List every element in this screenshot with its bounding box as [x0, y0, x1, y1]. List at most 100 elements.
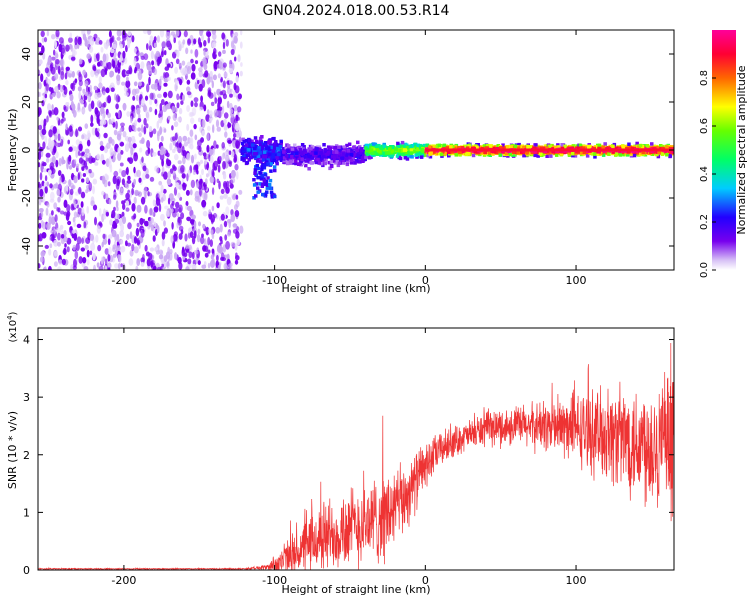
noise-dot	[234, 163, 239, 171]
spectrum-cell	[419, 155, 424, 159]
spectrum-cell	[564, 146, 568, 151]
spectrum-cell	[317, 145, 321, 149]
noise-dot	[236, 171, 239, 180]
noise-dot	[218, 180, 221, 190]
noise-dot	[77, 102, 81, 111]
noise-dot	[235, 194, 239, 200]
noise-dot	[65, 102, 70, 107]
colorbar-label: Normalized spectral amplitude	[735, 65, 748, 234]
spectrum-cell	[555, 153, 559, 157]
noise-dot	[85, 237, 91, 245]
spectrum-cell	[368, 143, 373, 147]
noise-dot	[167, 197, 171, 205]
spectrum-cell	[594, 152, 599, 156]
noise-dot	[219, 223, 223, 233]
noise-dot	[113, 194, 117, 200]
noise-dot	[136, 239, 141, 246]
snr-content	[38, 342, 674, 570]
spectrum-cell	[381, 146, 385, 150]
noise-dot	[201, 119, 206, 129]
spectrum-cell	[273, 194, 277, 199]
noise-dot	[81, 207, 85, 217]
noise-dot	[98, 221, 102, 227]
noise-dot	[116, 213, 120, 220]
spectrum-cell	[621, 145, 625, 149]
spectrum-cell	[314, 158, 318, 163]
noise-dot	[60, 59, 64, 65]
noise-dot	[82, 173, 87, 177]
noise-dot	[230, 48, 235, 56]
noise-dot	[112, 43, 117, 50]
noise-dot	[83, 221, 87, 229]
spectrum-cell	[245, 160, 250, 165]
noise-dot	[177, 216, 181, 224]
noise-dot	[146, 139, 151, 149]
noise-dot	[117, 254, 121, 259]
noise-dot	[73, 221, 76, 227]
spectrum-cell	[328, 146, 333, 151]
noise-dot	[111, 229, 117, 238]
noise-dot	[96, 100, 102, 108]
noise-dot	[204, 70, 209, 78]
noise-dot	[49, 243, 53, 249]
noise-dot	[169, 168, 174, 174]
spectrum-cell	[510, 145, 514, 149]
noise-dot	[204, 245, 209, 253]
noise-dot	[51, 210, 54, 216]
spectrum-cell	[355, 159, 359, 163]
spectrum-cell	[333, 146, 337, 150]
noise-dot	[114, 65, 118, 73]
noise-dot	[196, 181, 200, 189]
noise-dot	[188, 244, 192, 251]
spectrum-cell	[365, 143, 369, 148]
noise-dot	[233, 82, 237, 91]
spectrum-cell	[626, 150, 631, 154]
spectrum-cell	[302, 159, 307, 163]
noise-dot	[206, 173, 209, 178]
noise-dot	[80, 191, 86, 199]
noise-dot	[94, 127, 98, 136]
noise-dot	[127, 31, 132, 37]
noise-dot	[122, 131, 127, 138]
spectrum-cell	[443, 152, 447, 156]
noise-dot	[225, 39, 229, 47]
spectrum-cell	[442, 143, 447, 148]
spectrum-cell	[389, 151, 394, 155]
noise-dot	[193, 250, 199, 255]
noise-dot	[231, 33, 234, 42]
noise-dot	[222, 41, 226, 50]
noise-dot	[235, 252, 238, 258]
noise-dot	[198, 221, 201, 227]
noise-dot	[198, 83, 203, 92]
noise-dot	[212, 33, 217, 40]
spectrum-cell	[274, 140, 278, 144]
noise-dot	[98, 82, 103, 89]
noise-dot	[163, 82, 168, 87]
noise-dot	[230, 214, 236, 223]
noise-dot	[216, 202, 220, 209]
spectrum-cell	[560, 146, 565, 151]
noise-dot	[103, 132, 108, 139]
noise-dot	[80, 247, 86, 252]
noise-dot	[128, 258, 134, 266]
spectrum-cell	[345, 157, 349, 161]
noise-dot	[219, 195, 224, 200]
spectrum-cell	[629, 151, 633, 155]
noise-dot	[152, 128, 157, 135]
y-tick-label: 3	[23, 391, 30, 404]
noise-dot	[54, 73, 59, 80]
spectrum-cell	[439, 152, 444, 157]
spectrum-cell	[286, 144, 291, 148]
spectrum-cell	[294, 149, 299, 153]
noise-dot	[156, 120, 160, 129]
noise-dot	[77, 172, 81, 181]
spectrum-cell	[240, 151, 245, 156]
noise-dot	[185, 200, 189, 207]
spectrum-cell	[437, 143, 442, 148]
noise-dot	[40, 73, 44, 82]
noise-dot	[163, 128, 167, 133]
spectrum-cell	[410, 144, 414, 148]
spectrum-cell	[335, 150, 339, 154]
noise-dot	[71, 71, 76, 78]
noise-dot	[152, 235, 156, 242]
